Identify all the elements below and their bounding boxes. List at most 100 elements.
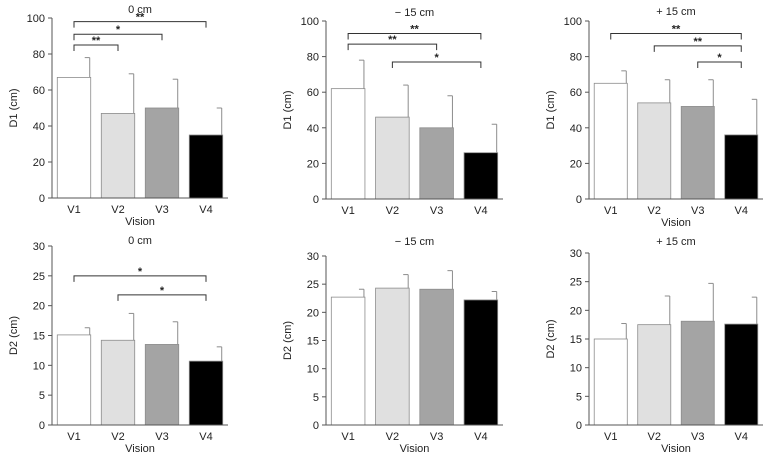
y-tick-label: 5 xyxy=(39,390,45,402)
bar-v4 xyxy=(724,323,759,426)
bar-v2 xyxy=(637,102,672,200)
y-tick-label: 40 xyxy=(307,123,319,135)
significance-bracket xyxy=(697,61,742,68)
x-tick-label-v1: V1 xyxy=(604,205,617,217)
significance-bracket xyxy=(73,33,163,41)
bar-v2 xyxy=(637,324,672,426)
significance-label: ** xyxy=(136,12,145,24)
y-tick-label: 40 xyxy=(570,123,582,135)
y-tick-label: 15 xyxy=(307,336,319,348)
bar-v4 xyxy=(188,360,224,426)
bar-v3 xyxy=(419,127,454,200)
y-tick-label: 30 xyxy=(570,248,582,260)
chart-title: + 15 cm xyxy=(656,6,695,18)
bar-v3 xyxy=(144,344,180,426)
bar-v3 xyxy=(680,106,715,200)
y-tick-label: 60 xyxy=(307,87,319,99)
x-tick-label-v1: V1 xyxy=(341,431,354,443)
y-tick-label: 60 xyxy=(33,85,45,97)
chart-panel-p5: − 15 cm 0 5 10 15 20 25 30 V1 V2 V3 V4 Vision D2 (cm) xyxy=(282,236,503,455)
y-tick-label: 20 xyxy=(33,301,45,313)
bar-v3 xyxy=(144,107,180,199)
bar-v1 xyxy=(330,88,366,200)
y-tick-label: 100 xyxy=(564,16,582,28)
y-axis-label: D2 (cm) xyxy=(8,316,20,355)
y-axis-label: D1 (cm) xyxy=(8,88,20,127)
y-tick-label: 5 xyxy=(313,392,319,404)
y-tick-label: 0 xyxy=(39,420,45,432)
x-tick-label-v4: V4 xyxy=(735,431,748,443)
x-tick-label-v4: V4 xyxy=(474,205,487,217)
bar-v4 xyxy=(463,299,499,426)
significance-bracket xyxy=(73,44,119,51)
significance-bracket xyxy=(117,294,207,301)
y-tick-label: 25 xyxy=(307,279,319,291)
x-tick-label-v4: V4 xyxy=(474,431,487,443)
bar-v2 xyxy=(375,287,410,426)
y-tick-label: 60 xyxy=(570,87,582,99)
y-tick-label: 20 xyxy=(307,158,319,170)
bar-v1 xyxy=(56,334,92,426)
y-tick-label: 0 xyxy=(39,193,45,205)
x-tick-label-v1: V1 xyxy=(604,431,617,443)
y-tick-label: 10 xyxy=(570,363,582,375)
significance-label: ** xyxy=(693,36,702,48)
x-tick-label-v3: V3 xyxy=(430,205,443,217)
y-tick-label: 25 xyxy=(33,271,45,283)
y-tick-label: 25 xyxy=(570,277,582,289)
y-tick-label: 0 xyxy=(313,420,319,432)
x-tick-label-v2: V2 xyxy=(648,431,661,443)
y-tick-label: 0 xyxy=(313,194,319,206)
significance-label: ** xyxy=(410,23,419,35)
x-axis-label: Vision xyxy=(661,217,691,229)
bar-v2 xyxy=(375,116,410,200)
bar-v3 xyxy=(419,288,454,426)
chart-title: + 15 cm xyxy=(656,236,695,248)
bar-v4 xyxy=(724,134,759,200)
x-axis-label: Vision xyxy=(661,443,691,455)
x-tick-label-v3: V3 xyxy=(691,205,704,217)
significance-label: * xyxy=(717,52,722,64)
y-tick-label: 10 xyxy=(33,360,45,372)
significance-label: * xyxy=(160,285,165,297)
y-tick-label: 80 xyxy=(570,52,582,64)
significance-bracket xyxy=(73,275,207,282)
y-tick-label: 40 xyxy=(33,121,45,133)
significance-bracket xyxy=(653,45,742,52)
x-tick-label-v4: V4 xyxy=(735,205,748,217)
bar-v4 xyxy=(188,134,224,199)
y-tick-label: 80 xyxy=(33,49,45,61)
y-axis-label: D1 (cm) xyxy=(545,90,557,129)
y-tick-label: 20 xyxy=(570,158,582,170)
significance-bracket xyxy=(391,61,482,68)
x-tick-label-v3: V3 xyxy=(155,431,168,443)
chart-title: − 15 cm xyxy=(395,236,434,248)
y-tick-label: 20 xyxy=(33,157,45,169)
chart-title: 0 cm xyxy=(128,235,152,247)
x-tick-label-v2: V2 xyxy=(386,431,399,443)
x-tick-label-v3: V3 xyxy=(430,431,443,443)
significance-label: ** xyxy=(388,34,397,46)
x-tick-label-v4: V4 xyxy=(199,204,212,216)
bar-v4 xyxy=(463,152,499,200)
bar-v3 xyxy=(680,320,715,426)
y-tick-label: 30 xyxy=(307,251,319,263)
significance-bracket xyxy=(347,43,438,51)
significance-bracket xyxy=(347,32,482,40)
chart-panel-p6: + 15 cm 0 5 10 15 20 25 30 V1 V2 V3 V4 Vision D2 (cm) xyxy=(545,236,763,455)
x-tick-label-v2: V2 xyxy=(648,205,661,217)
y-tick-label: 10 xyxy=(307,364,319,376)
significance-bracket xyxy=(610,32,742,40)
x-tick-label-v1: V1 xyxy=(341,205,354,217)
y-tick-label: 5 xyxy=(576,391,582,403)
significance-label: * xyxy=(116,24,121,36)
y-tick-label: 100 xyxy=(27,13,45,25)
x-axis-label: Vision xyxy=(125,443,155,455)
y-tick-label: 15 xyxy=(570,334,582,346)
bar-v1 xyxy=(593,82,628,200)
x-tick-label-v2: V2 xyxy=(111,204,124,216)
y-tick-label: 20 xyxy=(570,305,582,317)
chart-title: − 15 cm xyxy=(395,7,434,19)
